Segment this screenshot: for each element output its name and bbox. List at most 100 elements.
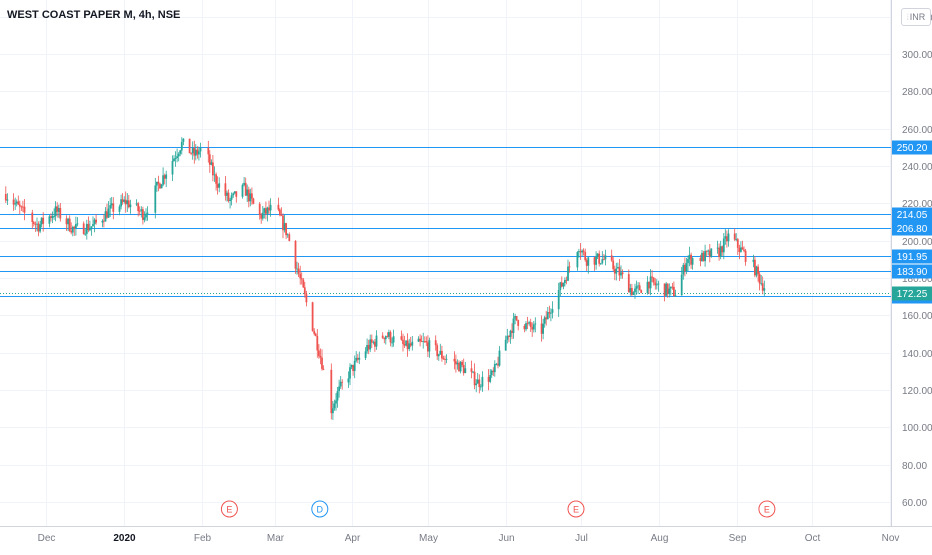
candle-body[interactable] xyxy=(37,223,40,232)
candle-body[interactable] xyxy=(355,357,358,361)
candle-body[interactable] xyxy=(493,363,496,373)
candle-body[interactable] xyxy=(523,325,526,330)
candle-body[interactable] xyxy=(702,252,705,262)
candle-body[interactable] xyxy=(339,381,342,387)
candle-body[interactable] xyxy=(595,257,597,265)
candle-body[interactable] xyxy=(42,217,45,224)
candle-body[interactable] xyxy=(388,332,390,337)
candle-body[interactable] xyxy=(629,288,632,293)
candle-body[interactable] xyxy=(247,189,250,202)
candle-body[interactable] xyxy=(112,203,115,212)
candle-body[interactable] xyxy=(93,219,96,225)
candle-body[interactable] xyxy=(173,158,175,161)
candle-body[interactable] xyxy=(370,339,373,343)
candle-body[interactable] xyxy=(65,218,68,225)
candle-body[interactable] xyxy=(34,224,37,225)
candle-body[interactable] xyxy=(210,162,213,165)
candle-body[interactable] xyxy=(313,331,316,334)
candle-body[interactable] xyxy=(101,220,104,223)
candle-body[interactable] xyxy=(721,246,724,253)
candle-body[interactable] xyxy=(48,216,51,224)
candle-body[interactable] xyxy=(755,266,758,276)
candle-body[interactable] xyxy=(557,290,560,310)
candle-body[interactable] xyxy=(391,342,393,344)
candle-body[interactable] xyxy=(684,264,686,272)
candle-body[interactable] xyxy=(252,198,255,204)
candle-body[interactable] xyxy=(84,233,87,235)
candle-body[interactable] xyxy=(581,250,583,253)
candle-body[interactable] xyxy=(528,322,530,324)
candle-body[interactable] xyxy=(716,247,719,249)
candle-body[interactable] xyxy=(137,203,140,211)
candle-body[interactable] xyxy=(598,253,601,264)
candle-body[interactable] xyxy=(258,203,261,215)
candle-body[interactable] xyxy=(668,288,671,295)
candle-body[interactable] xyxy=(618,267,621,276)
candle-body[interactable] xyxy=(358,357,361,360)
candle-body[interactable] xyxy=(531,327,534,330)
earnings-event-marker[interactable] xyxy=(220,500,238,518)
candle-body[interactable] xyxy=(548,312,551,314)
dividend-event-marker[interactable] xyxy=(311,500,329,518)
candle-body[interactable] xyxy=(383,337,386,340)
candle-body[interactable] xyxy=(76,223,79,225)
candle-body[interactable] xyxy=(582,250,585,252)
candle-body[interactable] xyxy=(261,212,264,219)
candle-body[interactable] xyxy=(603,259,605,260)
candle-body[interactable] xyxy=(140,209,143,212)
candle-body[interactable] xyxy=(444,359,446,360)
candle-body[interactable] xyxy=(740,247,742,252)
candle-body[interactable] xyxy=(68,218,71,231)
candle-body[interactable] xyxy=(127,200,130,208)
candle-body[interactable] xyxy=(744,250,747,262)
candle-body[interactable] xyxy=(386,336,389,337)
candle-body[interactable] xyxy=(637,285,639,287)
candle-body[interactable] xyxy=(212,162,214,176)
candle-body[interactable] xyxy=(263,208,266,213)
candle-body[interactable] xyxy=(319,356,322,358)
candle-body[interactable] xyxy=(599,263,602,265)
candle-body[interactable] xyxy=(196,149,199,155)
candle-body[interactable] xyxy=(350,364,353,368)
candle-body[interactable] xyxy=(18,204,21,207)
candle-body[interactable] xyxy=(405,340,407,346)
candle-body[interactable] xyxy=(640,290,643,293)
candle-body[interactable] xyxy=(321,357,323,369)
candle-body[interactable] xyxy=(585,260,588,266)
candle-body[interactable] xyxy=(497,363,499,366)
candle-body[interactable] xyxy=(688,254,691,259)
candle-body[interactable] xyxy=(224,183,227,196)
candle-body[interactable] xyxy=(193,148,196,156)
candle-body[interactable] xyxy=(473,371,476,386)
candle-body[interactable] xyxy=(138,211,141,212)
candle-body[interactable] xyxy=(129,204,132,208)
candle-body[interactable] xyxy=(532,324,535,330)
candle-body[interactable] xyxy=(56,206,59,212)
candle-body[interactable] xyxy=(612,260,615,270)
candle-body[interactable] xyxy=(529,322,532,327)
candle-body[interactable] xyxy=(763,288,766,291)
candle-body[interactable] xyxy=(722,238,725,253)
candle-body[interactable] xyxy=(381,335,384,338)
candle-body[interactable] xyxy=(578,251,580,253)
candle-body[interactable] xyxy=(634,288,636,293)
candle-body[interactable] xyxy=(470,368,473,372)
candle-body[interactable] xyxy=(669,286,672,289)
candle-body[interactable] xyxy=(542,323,544,334)
candle-body[interactable] xyxy=(691,258,694,265)
candle-body[interactable] xyxy=(403,344,406,346)
candle-body[interactable] xyxy=(322,368,325,370)
candle-body[interactable] xyxy=(268,207,270,211)
candle-body[interactable] xyxy=(233,191,236,194)
candle-body[interactable] xyxy=(475,383,478,386)
candle-body[interactable] xyxy=(761,283,764,291)
candle-body[interactable] xyxy=(12,199,15,205)
candle-body[interactable] xyxy=(453,358,456,362)
candle-body[interactable] xyxy=(50,216,52,218)
candle-body[interactable] xyxy=(509,330,512,337)
candle-body[interactable] xyxy=(283,223,286,231)
candle-body[interactable] xyxy=(690,254,692,265)
candle-body[interactable] xyxy=(481,376,484,387)
candle-body[interactable] xyxy=(487,376,490,382)
